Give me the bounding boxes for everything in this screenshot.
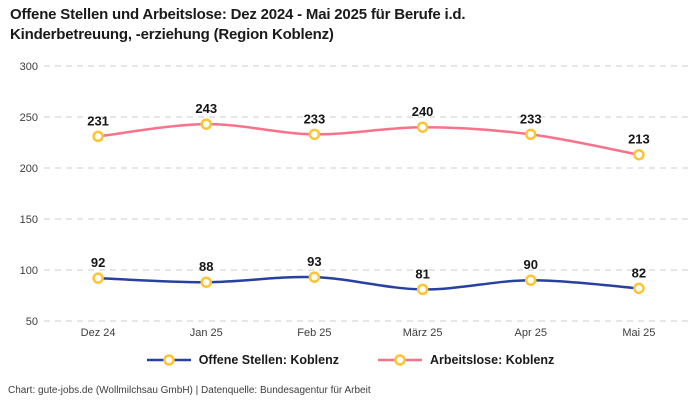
x-axis-tick-label: Apr 25 bbox=[515, 327, 547, 339]
data-point-marker[interactable] bbox=[416, 121, 429, 133]
data-point-marker[interactable] bbox=[633, 148, 645, 161]
data-point-label: 243 bbox=[195, 101, 217, 116]
legend-marker-icon bbox=[377, 354, 422, 366]
data-point-marker[interactable] bbox=[92, 272, 104, 284]
x-axis-tick-label: März 25 bbox=[403, 327, 443, 339]
data-point-label: 233 bbox=[304, 111, 326, 126]
chart-legend: Offene Stellen: Koblenz Arbeitslose: Kobl… bbox=[0, 353, 700, 367]
data-point-label: 233 bbox=[520, 111, 542, 126]
y-axis-tick-label: 250 bbox=[20, 112, 38, 124]
data-point-marker[interactable] bbox=[200, 118, 212, 130]
data-point-label: 213 bbox=[628, 132, 650, 147]
data-point-label: 231 bbox=[87, 113, 109, 128]
data-point-label: 82 bbox=[632, 265, 646, 280]
x-axis-tick-label: Dez 24 bbox=[81, 327, 116, 339]
legend-marker-icon bbox=[146, 354, 191, 366]
legend-item[interactable]: Arbeitslose: Koblenz bbox=[377, 353, 554, 367]
data-point-label: 81 bbox=[415, 266, 429, 281]
chart-title-line2: Kinderbetreuung, -erziehung (Region Kobl… bbox=[10, 26, 334, 44]
chart-title-line1: Offene Stellen und Arbeitslose: Dez 2024… bbox=[10, 6, 466, 23]
legend-label: Arbeitslose: Koblenz bbox=[429, 353, 555, 367]
x-axis-tick-label: Jan 25 bbox=[190, 327, 223, 339]
y-axis-tick-label: 200 bbox=[20, 163, 38, 175]
data-point-marker[interactable] bbox=[525, 274, 537, 286]
series-line bbox=[97, 122, 640, 156]
data-point-marker[interactable] bbox=[308, 271, 321, 283]
y-axis-tick-label: 150 bbox=[20, 214, 38, 226]
data-point-label: 93 bbox=[307, 254, 321, 269]
x-axis-tick-label: Mai 25 bbox=[622, 327, 655, 339]
data-point-marker[interactable] bbox=[633, 282, 645, 295]
data-point-marker[interactable] bbox=[200, 276, 212, 288]
line-chart-plot: 300 250 200 150 100 50 Dez 24 Jan 25 Feb 25 März … bbox=[20, 61, 693, 339]
series-line bbox=[98, 275, 640, 291]
data-point-marker[interactable] bbox=[525, 128, 537, 141]
data-point-marker[interactable] bbox=[308, 128, 321, 141]
data-point-label: 92 bbox=[91, 255, 105, 270]
attribution-footer: Chart: gute-jobs.de (Wollmilchsau GmbH) … bbox=[8, 385, 371, 396]
y-axis-tick-label: 50 bbox=[26, 316, 38, 328]
data-point-marker[interactable] bbox=[416, 283, 429, 296]
y-axis-tick-label: 300 bbox=[20, 61, 38, 73]
y-axis-tick-label: 100 bbox=[20, 265, 38, 277]
legend-label: Offene Stellen: Koblenz bbox=[198, 353, 339, 367]
chart-title: Offene Stellen und Arbeitslose: Dez 2024… bbox=[10, 5, 690, 46]
x-axis-tick-label: Feb 25 bbox=[297, 327, 331, 339]
data-point-marker[interactable] bbox=[92, 130, 104, 143]
data-point-label: 240 bbox=[412, 104, 434, 119]
legend-item[interactable]: Offene Stellen: Koblenz bbox=[146, 353, 339, 367]
data-point-label: 88 bbox=[199, 259, 213, 274]
data-point-label: 90 bbox=[524, 257, 538, 272]
